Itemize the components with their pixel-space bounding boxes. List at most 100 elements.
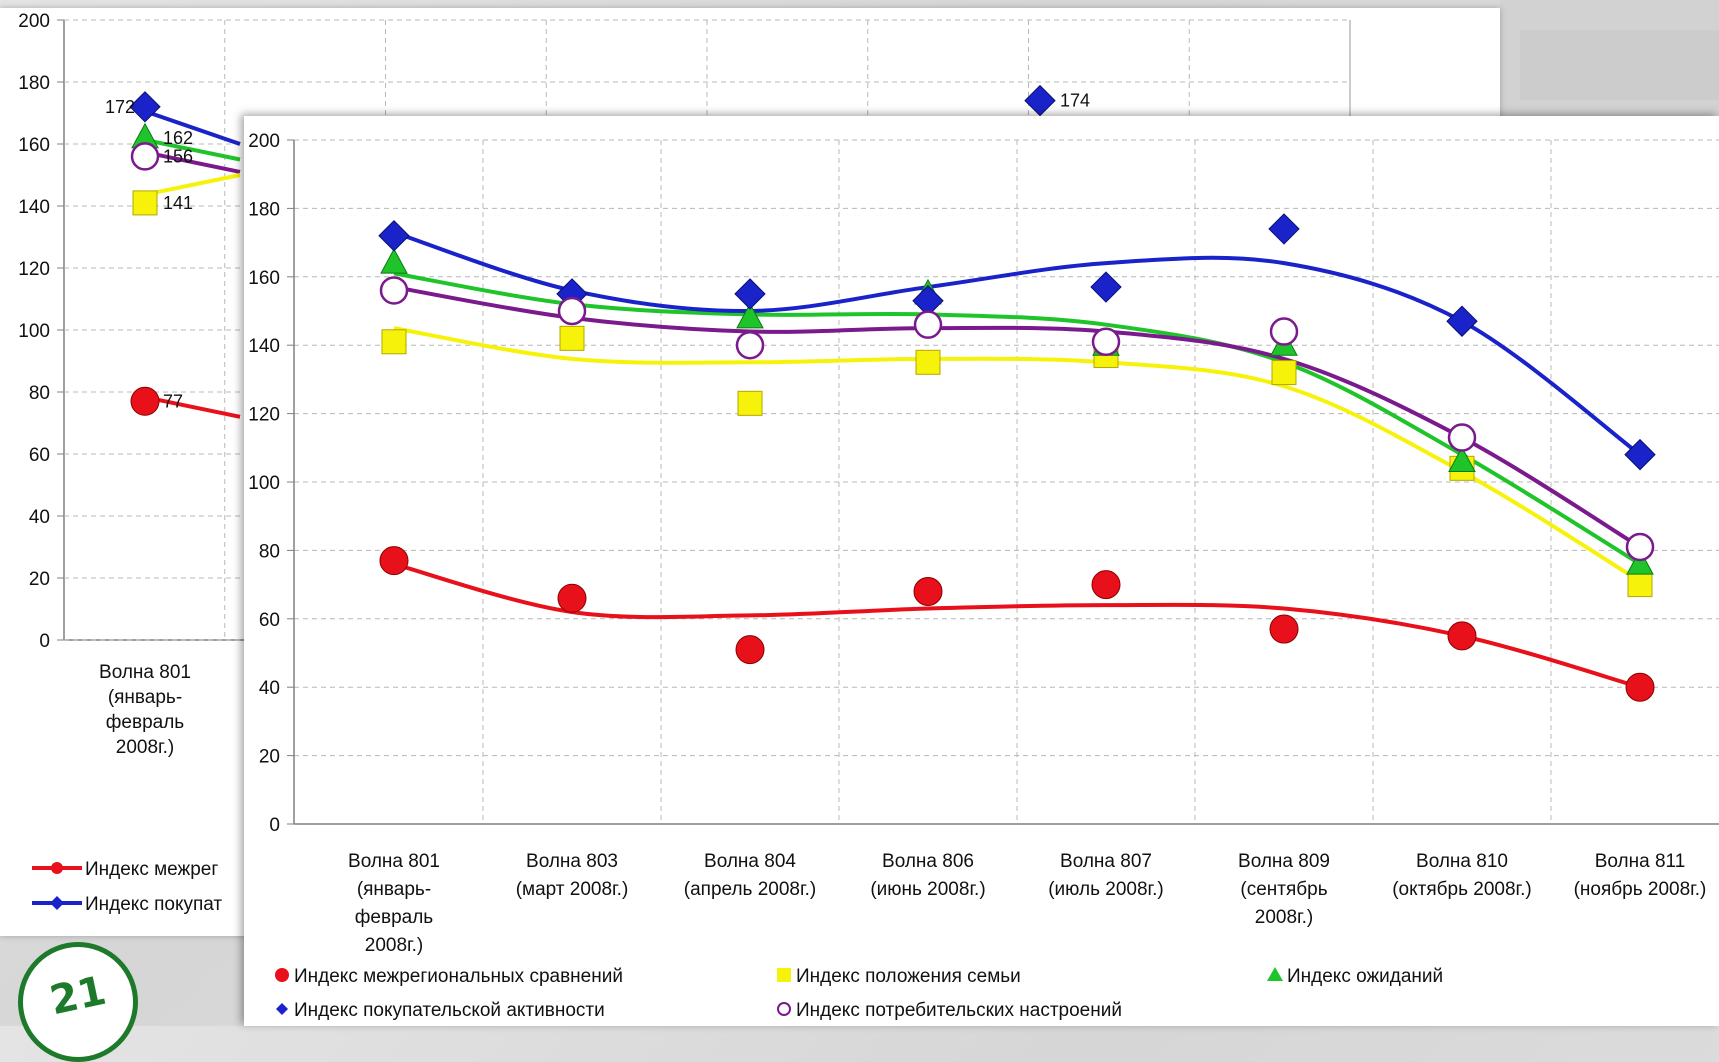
y-tick-label: 140	[248, 336, 280, 357]
y-tick-label: 160	[248, 268, 280, 289]
y-tick-label: 200	[18, 11, 50, 32]
data-point-marker	[557, 296, 587, 326]
y-tick-label: 0	[269, 815, 280, 836]
series-line-back	[149, 396, 241, 419]
y-tick-label: 120	[248, 405, 280, 426]
x-tick-label: Волна 801 (январь-февраль 2008г.)	[348, 851, 440, 956]
data-point-marker	[132, 190, 158, 216]
legend-label: Индекс ожиданий	[1287, 966, 1443, 987]
data-point-marker	[1269, 317, 1299, 346]
page-number: 21	[45, 967, 111, 1025]
y-tick-label: 0	[39, 631, 50, 652]
data-point-marker	[379, 546, 409, 576]
legend-label: Индекс межрегиональных сравнений	[294, 966, 623, 987]
series-line-back	[149, 138, 241, 162]
legend-label: Индекс положения семьи	[796, 966, 1021, 987]
data-point-marker	[1624, 438, 1656, 471]
data-point-marker	[559, 325, 585, 351]
data-point-marker	[380, 248, 408, 274]
legend-marker	[50, 896, 64, 910]
data-label: 162	[163, 128, 193, 148]
x-tick-label: Волна 801 (январь-февраль 2008г.)	[99, 662, 191, 758]
trend-line	[393, 230, 1642, 457]
legend-marker	[275, 968, 289, 982]
data-point-marker	[378, 220, 410, 252]
data-point-marker	[1626, 549, 1654, 575]
data-label: 174	[1060, 91, 1090, 111]
y-tick-label: 120	[18, 259, 50, 280]
data-label: 77	[163, 391, 183, 411]
data-point-marker	[1448, 446, 1476, 472]
data-point-marker	[736, 302, 764, 329]
data-point-marker	[913, 310, 943, 339]
x-tick-label: Волна 806 (июнь 2008г.)	[870, 851, 985, 900]
x-tick-label: Волна 809 (сентябрь 2008г.)	[1238, 851, 1330, 928]
x-tick-label: Волна 811 (ноябрь 2008г.)	[1574, 851, 1707, 900]
data-point-marker	[735, 330, 765, 360]
x-tick-label: Волна 803 (март 2008г.)	[516, 851, 629, 900]
y-tick-label: 20	[259, 747, 280, 768]
x-tick-label: Волна 807 (июль 2008г.)	[1048, 851, 1164, 900]
legend-marker	[777, 1002, 791, 1016]
legend-marker	[1267, 967, 1283, 981]
data-point-marker	[130, 386, 160, 416]
page-number-badge: 21	[18, 942, 138, 1062]
x-tick-label: Волна 810 (октябрь 2008г.)	[1392, 851, 1532, 900]
trend-line	[393, 562, 1641, 690]
y-tick-label: 20	[29, 569, 50, 590]
y-tick-label: 40	[29, 507, 50, 528]
data-point-marker	[1090, 271, 1122, 303]
series-line-back	[149, 111, 241, 146]
y-tick-label: 80	[29, 383, 50, 404]
legend-label: Индекс потребительских настроений	[796, 1000, 1122, 1021]
legend-marker	[777, 968, 791, 982]
data-point-marker	[129, 91, 161, 123]
data-point-marker	[381, 329, 407, 355]
slide-background	[1500, 0, 1719, 116]
front-chart: 0 20 40 60 80 100 120 140 160 180 200 Волна 801 (янв…	[248, 131, 1719, 1021]
legend-marker	[276, 1003, 288, 1015]
y-tick-label: 160	[18, 135, 50, 156]
data-point-marker	[1446, 305, 1478, 337]
series-line-back	[149, 173, 241, 196]
legend-label: Индекс покупат	[85, 894, 222, 915]
data-point-marker	[557, 583, 587, 613]
data-point-marker	[1447, 423, 1477, 452]
data-point-marker	[735, 635, 765, 665]
data-point-marker	[913, 576, 943, 606]
trend-line	[393, 271, 1642, 566]
data-point-marker	[1091, 327, 1121, 357]
y-tick-label: 180	[248, 199, 280, 220]
y-tick-label: 180	[18, 73, 50, 94]
data-point-marker	[734, 278, 766, 310]
y-tick-label: 40	[259, 678, 280, 699]
y-tick-label: 140	[18, 197, 50, 218]
y-tick-label: 80	[259, 541, 280, 562]
data-label: 156	[163, 146, 193, 166]
data-point-marker	[1269, 614, 1299, 644]
legend-label: Индекс межрег	[85, 859, 218, 880]
data-point-marker	[915, 349, 941, 375]
front-chart-panel: 0 20 40 60 80 100 120 140 160 180 200 Волна 801 (янв…	[244, 116, 1719, 1026]
y-tick-label: 60	[29, 445, 50, 466]
legend-marker	[51, 862, 63, 874]
data-point-marker	[1024, 84, 1056, 117]
series-line-back	[149, 151, 241, 174]
x-tick-label: Волна 804 (апрель 2008г.)	[684, 851, 816, 900]
y-tick-label: 100	[248, 473, 280, 494]
data-point-marker	[1627, 572, 1653, 598]
y-tick-label: 100	[18, 321, 50, 342]
data-point-marker	[1268, 213, 1300, 245]
data-point-marker	[1271, 360, 1297, 386]
data-point-marker	[1447, 621, 1477, 651]
data-point-marker	[1625, 672, 1655, 702]
data-label: 172	[105, 97, 135, 117]
data-point-marker	[1625, 532, 1655, 562]
y-tick-label: 60	[259, 610, 280, 631]
data-point-marker	[379, 276, 409, 305]
data-point-marker	[1091, 570, 1121, 600]
data-label: 141	[163, 193, 193, 213]
data-point-marker	[130, 142, 160, 171]
legend-label: Индекс покупательской активности	[294, 1000, 605, 1021]
data-point-marker	[737, 390, 763, 416]
